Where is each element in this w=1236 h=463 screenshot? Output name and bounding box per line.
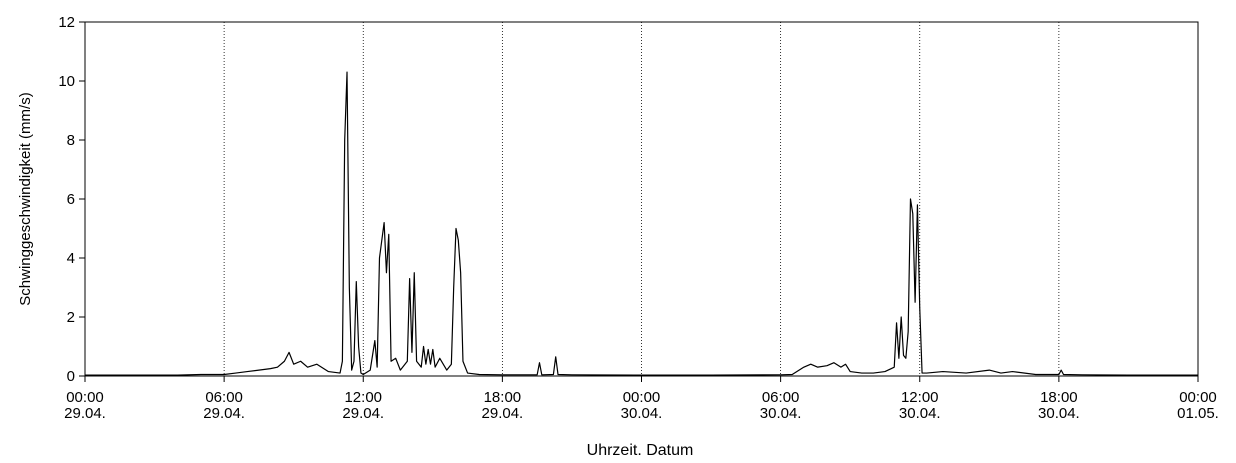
x-tick-label: 00:00 [1179, 389, 1217, 406]
x-tick-label: 06:00 [205, 389, 243, 406]
x-tick-label: 00:00 [66, 389, 104, 406]
x-tick-label: 30.04. [899, 405, 941, 422]
x-tick-label: 30.04. [621, 405, 663, 422]
y-tick-label: 2 [67, 309, 75, 326]
y-tick-label: 4 [67, 250, 75, 267]
x-tick-label: 30.04. [1038, 405, 1080, 422]
y-tick-label: 6 [67, 191, 75, 208]
plot-frame [84, 21, 1199, 377]
x-axis-label: Uhrzeit. Datum [587, 442, 694, 459]
x-tick-label: 29.04. [203, 405, 245, 422]
x-tick-label: 01.05. [1177, 405, 1219, 422]
y-tick-label: 10 [58, 73, 75, 90]
x-tick-label: 12:00 [344, 389, 382, 406]
x-tick-label: 29.04. [64, 405, 106, 422]
y-axis-label: Schwinggeschwindigkeit (mm/s) [17, 92, 34, 305]
x-tick-label: 29.04. [342, 405, 384, 422]
y-tick-label: 12 [58, 14, 75, 31]
x-tick-label: 30.04. [760, 405, 802, 422]
x-tick-label: 29.04. [482, 405, 524, 422]
x-tick-label: 18:00 [484, 389, 522, 406]
y-tick-label: 8 [67, 132, 75, 149]
x-tick-label: 18:00 [1040, 389, 1078, 406]
data-line [85, 71, 1198, 376]
x-tick-label: 00:00 [623, 389, 661, 406]
x-tick-label: 12:00 [901, 389, 939, 406]
y-tick-label: 0 [67, 368, 75, 385]
x-tick-label: 06:00 [762, 389, 800, 406]
